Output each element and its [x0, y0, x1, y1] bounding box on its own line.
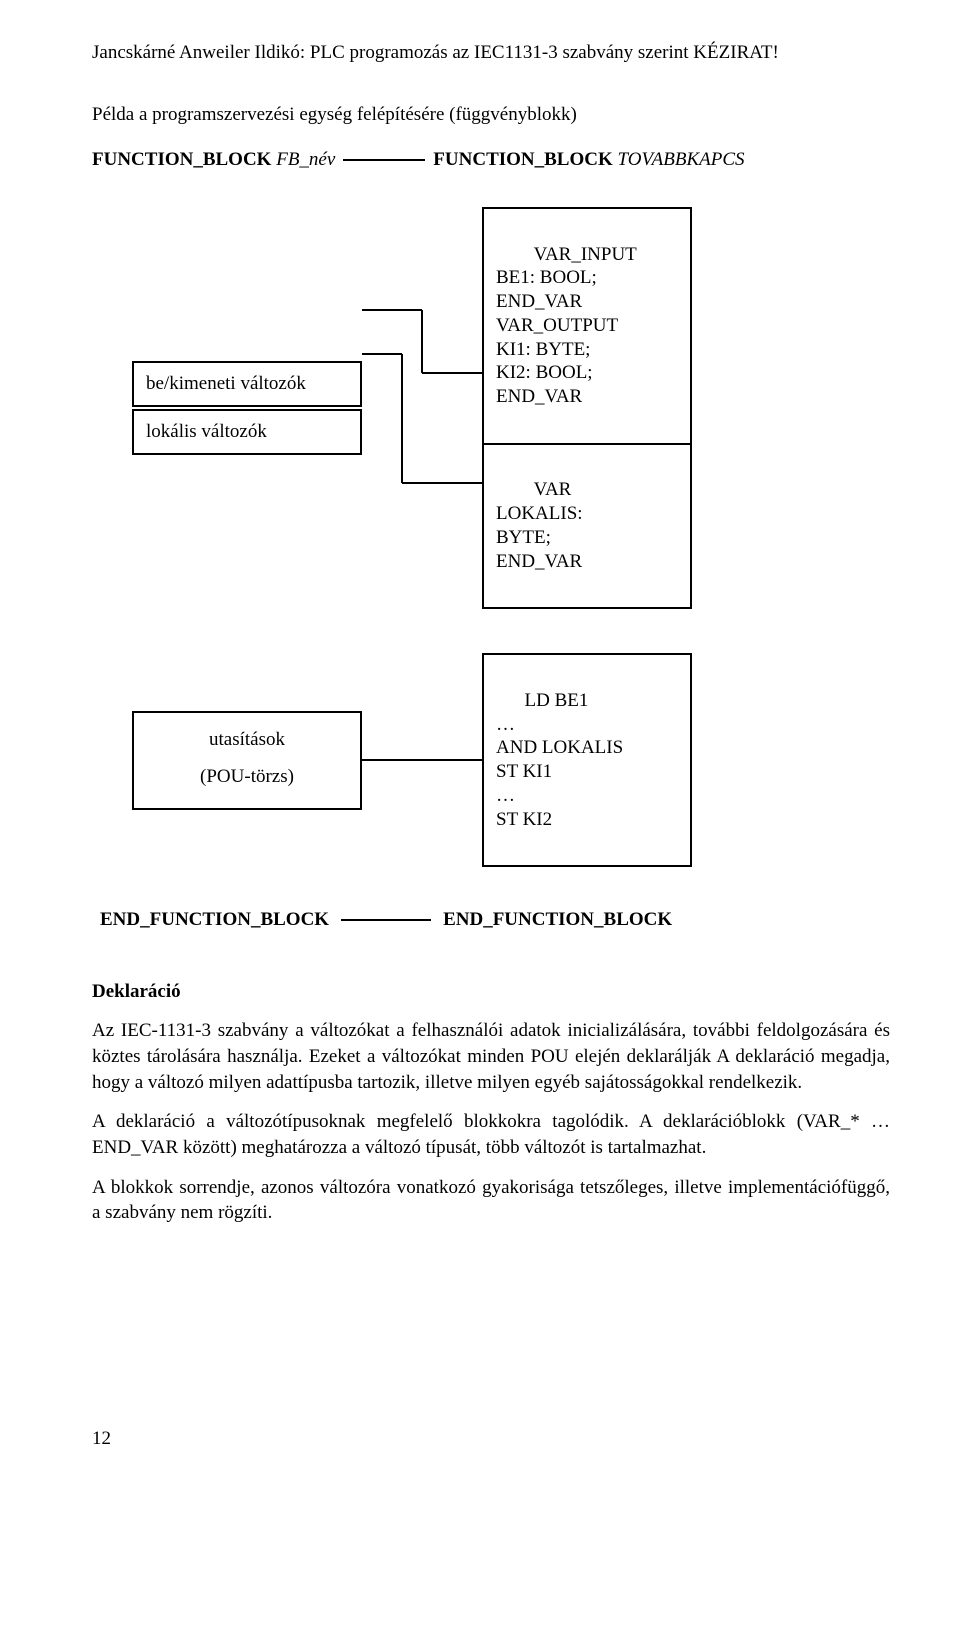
decl-para-1: Az IEC-1131-3 szabvány a változókat a fe…: [92, 1018, 890, 1095]
box-local-vars: lokális változók: [132, 409, 362, 455]
fb-left-name: FB_név: [276, 149, 335, 170]
right-var-boxes: VAR_INPUT BE1: BOOL; END_VAR VAR_OUTPUT …: [482, 207, 692, 609]
page-header: Jancskárné Anweiler Ildikó: PLC programo…: [92, 40, 890, 66]
end-fb-row: END_FUNCTION_BLOCK END_FUNCTION_BLOCK: [92, 907, 890, 933]
box-instructions-right: LD BE1 … AND LOKALIS ST KI1 … ST KI2: [482, 653, 692, 867]
vars-block: be/kimeneti változók lokális változók VA…: [92, 207, 890, 609]
decl-para-3: A blokkok sorrendje, azonos változóra vo…: [92, 1175, 890, 1226]
connector-fork-vars: [362, 288, 482, 528]
decl-para-2: A deklaráció a változótípusoknak megfele…: [92, 1109, 890, 1160]
page-number: 12: [92, 1426, 890, 1452]
fb-right-label: FUNCTION_BLOCK TOVABBKAPCS: [433, 147, 744, 173]
connector-instr: [362, 759, 482, 761]
fb-left-prefix: FUNCTION_BLOCK: [92, 149, 276, 170]
connector-end: [341, 919, 431, 921]
decl-heading: Deklaráció: [92, 979, 890, 1005]
box-var-input: VAR_INPUT BE1: BOOL; END_VAR VAR_OUTPUT …: [482, 207, 692, 445]
box-instr-right-text: LD BE1 … AND LOKALIS ST KI1 … ST KI2: [496, 690, 623, 830]
fb-right-name: TOVABBKAPCS: [618, 149, 745, 170]
box-io-vars: be/kimeneti változók: [132, 361, 362, 407]
diagram: FUNCTION_BLOCK FB_név FUNCTION_BLOCK TOV…: [92, 147, 890, 933]
end-fb-right: END_FUNCTION_BLOCK: [443, 907, 672, 933]
box-instructions-left: utasítások (POU-törzs): [132, 711, 362, 810]
left-var-boxes: be/kimeneti változók lokális változók: [132, 361, 362, 454]
fb-header-row: FUNCTION_BLOCK FB_név FUNCTION_BLOCK TOV…: [92, 147, 890, 173]
box-io-vars-text: be/kimeneti változók: [146, 373, 306, 394]
end-fb-left: END_FUNCTION_BLOCK: [100, 907, 329, 933]
instr-left-l2: (POU-törzs): [146, 764, 348, 790]
connector-line: [343, 159, 425, 161]
box-var-input-text: VAR_INPUT BE1: BOOL; END_VAR VAR_OUTPUT …: [496, 244, 637, 408]
instr-left-l1: utasítások: [146, 727, 348, 753]
box-local-vars-text: lokális változók: [146, 421, 267, 442]
fb-left-label: FUNCTION_BLOCK FB_név: [92, 147, 335, 173]
instr-block: utasítások (POU-törzs) LD BE1 … AND LOKA…: [92, 653, 890, 867]
section-title: Példa a programszervezési egység felépít…: [92, 102, 890, 128]
box-var-local-decl-text: VAR LOKALIS: BYTE; END_VAR: [496, 479, 583, 571]
fb-right-prefix: FUNCTION_BLOCK: [433, 149, 617, 170]
box-var-local-decl: VAR LOKALIS: BYTE; END_VAR: [482, 443, 692, 610]
